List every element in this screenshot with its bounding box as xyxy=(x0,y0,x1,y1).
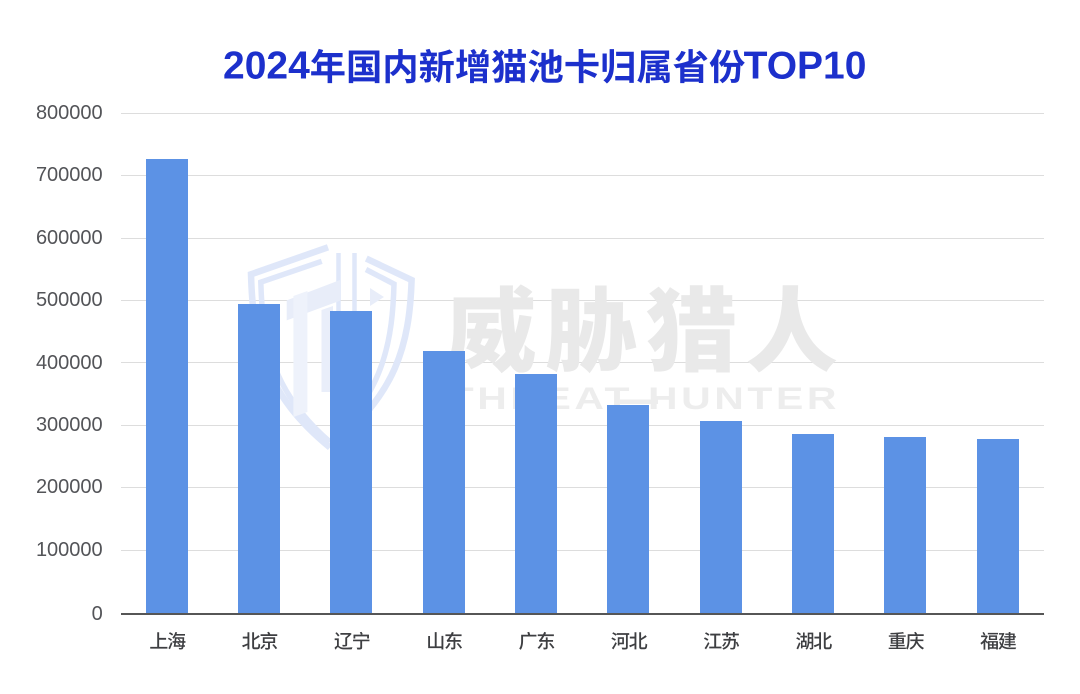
svg-text:2024: 2024 xyxy=(223,44,310,87)
svg-text:TOP10: TOP10 xyxy=(744,44,867,87)
